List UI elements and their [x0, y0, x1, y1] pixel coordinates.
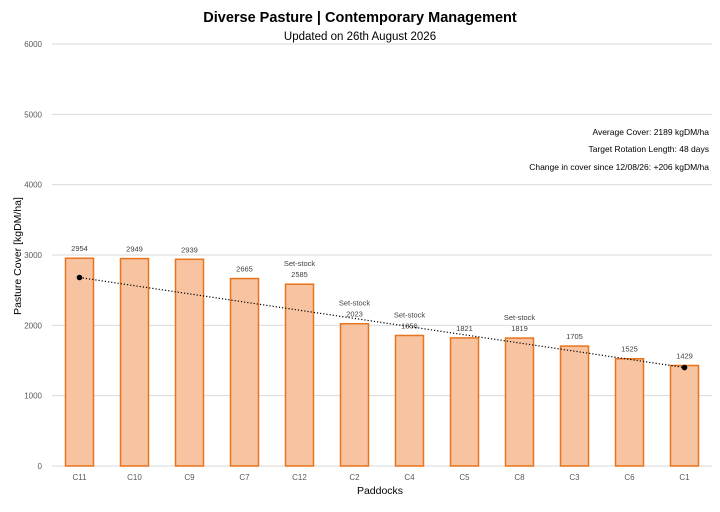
x-tick-label: C11 — [72, 473, 87, 482]
bar-c2 — [339, 322, 370, 467]
bar-value-label: 1705 — [566, 332, 583, 341]
bar-value-label: 2665 — [236, 265, 253, 274]
y-tick-label: 0 — [38, 462, 43, 471]
chart-subtitle: Updated on 26th August 2026 — [284, 31, 436, 43]
bar-value-label: 2585 — [291, 270, 308, 279]
y-tick-label: 3000 — [24, 251, 42, 260]
bar-value-label: 1819 — [511, 324, 528, 333]
y-tick-label: 6000 — [24, 40, 42, 49]
trend-line-group — [76, 274, 688, 371]
y-tick-label: 4000 — [24, 181, 42, 190]
bar-c10 — [119, 257, 150, 467]
x-tick-label: C2 — [349, 473, 360, 482]
bar-value-label: 1525 — [621, 345, 638, 354]
bar-c4 — [394, 334, 425, 467]
bar-c12 — [284, 283, 315, 467]
y-axis-ticks: 0 1000 2000 3000 4000 5000 6000 — [24, 40, 42, 471]
bar-c6 — [614, 357, 645, 467]
x-tick-label: C1 — [679, 473, 690, 482]
x-tick-label: C3 — [569, 473, 580, 482]
bar-status-label: Set-stock — [284, 259, 316, 268]
bar-c3 — [559, 345, 590, 467]
y-axis-label: Pasture Cover [kgDM/ha] — [12, 197, 24, 315]
bar-value-label: 1856 — [401, 321, 418, 330]
annotation-rotation-length: Target Rotation Length: 48 days — [589, 144, 710, 154]
x-tick-label: C10 — [127, 473, 142, 482]
bar-value-label: 2949 — [126, 245, 143, 254]
y-tick-label: 1000 — [24, 392, 42, 401]
gridlines — [52, 43, 712, 467]
bar-c8 — [504, 337, 535, 467]
bar-value-label: 1429 — [676, 351, 693, 360]
x-tick-label: C12 — [292, 473, 307, 482]
bar-c7 — [229, 277, 260, 467]
x-tick-label: C5 — [459, 473, 470, 482]
chart-title: Diverse Pasture | Contemporary Managemen… — [203, 10, 517, 26]
trend-start-marker — [76, 274, 83, 281]
x-axis-label: Paddocks — [357, 485, 403, 497]
bar-c9 — [174, 258, 205, 467]
trend-line — [79, 276, 685, 369]
bar-status-label: Set-stock — [339, 299, 371, 308]
x-tick-label: C7 — [239, 473, 250, 482]
bar-value-label: 1821 — [456, 324, 473, 333]
x-tick-label: C8 — [514, 473, 525, 482]
bar-value-label: 2023 — [346, 310, 363, 319]
bar-status-label: Set-stock — [504, 313, 536, 322]
trend-end-marker — [681, 364, 688, 371]
data-labels: 2954 2949 2939 2665 2585 Set-stock 2023 Set-sto… — [71, 244, 693, 360]
x-tick-label: C4 — [404, 473, 415, 482]
annotation-average-cover: Average Cover: 2189 kgDM/ha — [592, 127, 709, 137]
annotation-cover-change: Change in cover since 12/08/26: +206 kgD… — [529, 162, 709, 172]
bar-c1 — [669, 364, 700, 467]
x-tick-label: C6 — [624, 473, 635, 482]
bars — [64, 257, 700, 467]
bar-c11 — [64, 257, 95, 467]
bar-c5 — [449, 337, 480, 467]
bar-value-label: 2954 — [71, 244, 88, 253]
bar-value-label: 2939 — [181, 245, 198, 254]
y-tick-label: 5000 — [24, 110, 42, 119]
bar-status-label: Set-stock — [394, 310, 426, 319]
x-tick-label: C9 — [184, 473, 195, 482]
x-axis-ticks: C11 C10 C9 C7 C12 C2 C4 C5 C8 C3 C6 C1 — [72, 473, 690, 482]
y-tick-label: 2000 — [24, 321, 42, 330]
